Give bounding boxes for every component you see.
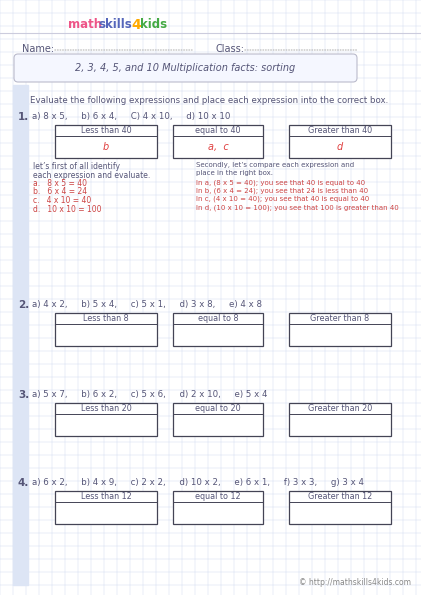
- Text: d.   10 x 10 = 100: d. 10 x 10 = 100: [33, 205, 101, 214]
- Text: a) 8 x 5,     b) 6 x 4,     C) 4 x 10,     d) 10 x 10: a) 8 x 5, b) 6 x 4, C) 4 x 10, d) 10 x 1…: [32, 112, 230, 121]
- Text: 1.: 1.: [18, 112, 29, 122]
- Text: Less than 40: Less than 40: [81, 126, 131, 135]
- Text: 3.: 3.: [18, 390, 29, 400]
- Text: Less than 20: Less than 20: [81, 404, 131, 413]
- Text: 2, 3, 4, 5, and 10 Multiplication facts: sorting: 2, 3, 4, 5, and 10 Multiplication facts:…: [75, 63, 295, 73]
- Text: skills: skills: [98, 18, 132, 31]
- Bar: [173, 313, 263, 346]
- Text: 4: 4: [131, 18, 141, 32]
- Bar: [173, 491, 263, 524]
- Text: a,  c: a, c: [208, 142, 228, 152]
- Text: 2.: 2.: [18, 300, 29, 310]
- Text: Class:: Class:: [215, 44, 244, 54]
- Bar: [55, 313, 157, 346]
- Text: let’s first of all identify: let’s first of all identify: [33, 162, 120, 171]
- Text: each expression and evaluate.: each expression and evaluate.: [33, 171, 150, 180]
- Bar: [289, 491, 391, 524]
- Bar: [55, 403, 157, 436]
- Text: In d, (10 x 10 = 100); you see that 100 is greater than 40: In d, (10 x 10 = 100); you see that 100 …: [196, 205, 399, 211]
- Text: Evaluate the following expressions and place each expression into the correct bo: Evaluate the following expressions and p…: [30, 96, 388, 105]
- Text: c.   4 x 10 = 40: c. 4 x 10 = 40: [33, 196, 91, 205]
- Bar: [13, 85, 28, 585]
- Bar: [289, 313, 391, 346]
- Text: a) 5 x 7,     b) 6 x 2,     c) 5 x 6,     d) 2 x 10,     e) 5 x 4: a) 5 x 7, b) 6 x 2, c) 5 x 6, d) 2 x 10,…: [32, 390, 267, 399]
- Text: d: d: [337, 142, 343, 152]
- Text: b: b: [103, 142, 109, 152]
- Text: math: math: [68, 18, 102, 31]
- Text: equal to 40: equal to 40: [195, 126, 241, 135]
- Text: a.   8 x 5 = 40: a. 8 x 5 = 40: [33, 179, 87, 188]
- Bar: [289, 403, 391, 436]
- Text: Name:: Name:: [22, 44, 54, 54]
- Text: kids: kids: [140, 18, 167, 31]
- Text: Greater than 20: Greater than 20: [308, 404, 372, 413]
- Bar: [55, 491, 157, 524]
- Text: Greater than 8: Greater than 8: [310, 314, 370, 323]
- Text: Less than 8: Less than 8: [83, 314, 129, 323]
- Text: b.   6 x 4 = 24: b. 6 x 4 = 24: [33, 187, 87, 196]
- Text: equal to 20: equal to 20: [195, 404, 241, 413]
- Text: equal to 8: equal to 8: [198, 314, 238, 323]
- Bar: [173, 125, 263, 158]
- Bar: [55, 125, 157, 158]
- Bar: [173, 403, 263, 436]
- Text: a) 4 x 2,     b) 5 x 4,     c) 5 x 1,     d) 3 x 8,     e) 4 x 8: a) 4 x 2, b) 5 x 4, c) 5 x 1, d) 3 x 8, …: [32, 300, 262, 309]
- FancyBboxPatch shape: [14, 54, 357, 82]
- Text: In c, (4 x 10 = 40); you see that 40 is equal to 40: In c, (4 x 10 = 40); you see that 40 is …: [196, 196, 369, 202]
- Text: In a, (8 x 5 = 40); you see that 40 is equal to 40: In a, (8 x 5 = 40); you see that 40 is e…: [196, 179, 365, 186]
- Text: Less than 12: Less than 12: [81, 492, 131, 501]
- Text: a) 6 x 2,     b) 4 x 9,     c) 2 x 2,     d) 10 x 2,     e) 6 x 1,     f) 3 x 3,: a) 6 x 2, b) 4 x 9, c) 2 x 2, d) 10 x 2,…: [32, 478, 364, 487]
- Text: Secondly, let’s compare each expression and: Secondly, let’s compare each expression …: [196, 162, 354, 168]
- Text: Greater than 12: Greater than 12: [308, 492, 372, 501]
- Text: 4.: 4.: [18, 478, 29, 488]
- Bar: [289, 125, 391, 158]
- Text: place in the right box.: place in the right box.: [196, 171, 273, 177]
- Text: In b, (6 x 4 = 24); you see that 24 is less than 40: In b, (6 x 4 = 24); you see that 24 is l…: [196, 187, 368, 194]
- Text: equal to 12: equal to 12: [195, 492, 241, 501]
- Text: Greater than 40: Greater than 40: [308, 126, 372, 135]
- Text: © http://mathskills4kids.com: © http://mathskills4kids.com: [299, 578, 411, 587]
